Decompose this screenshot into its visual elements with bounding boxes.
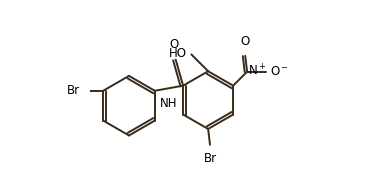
Text: Br: Br <box>67 84 80 97</box>
Text: Br: Br <box>203 152 217 165</box>
Text: O$^-$: O$^-$ <box>270 65 290 78</box>
Text: O: O <box>169 38 179 51</box>
Text: HO: HO <box>169 47 187 60</box>
Text: NH: NH <box>160 97 178 110</box>
Text: O: O <box>240 35 250 48</box>
Text: N$^+$: N$^+$ <box>248 63 266 79</box>
